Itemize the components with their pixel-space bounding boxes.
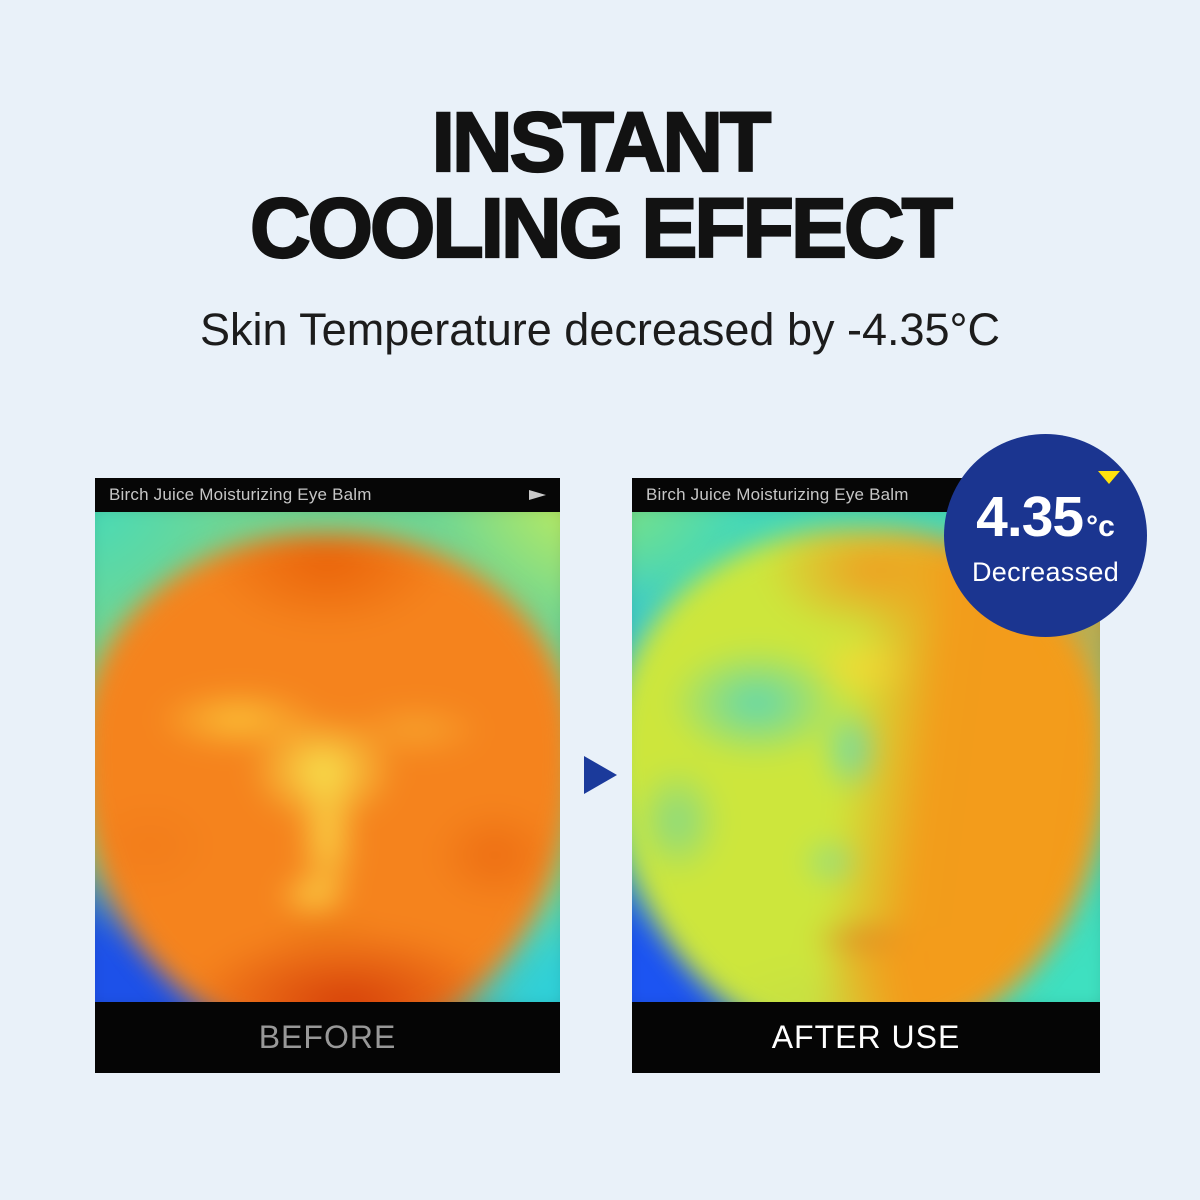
triangle-down-icon <box>1097 471 1120 484</box>
subtitle: Skin Temperature decreased by -4.35°C <box>199 304 1001 355</box>
page-title: INSTANT COOLING EFFECT <box>0 95 1200 275</box>
badge-caption: Decreassed <box>971 557 1120 587</box>
badge-value-row: 4.35 °c <box>976 471 1120 549</box>
thermal-before-face <box>95 534 560 1002</box>
decrease-badge: 4.35 °c Decreassed <box>944 434 1147 637</box>
before-label-bar: BEFORE <box>95 1002 560 1073</box>
after-label: AFTER USE <box>771 1019 961 1055</box>
title-line-2: COOLING EFFECT <box>249 181 954 275</box>
before-panel-header: Birch Juice Moisturizing Eye Balm <box>95 478 560 512</box>
badge-value: 4.35 <box>976 485 1084 549</box>
before-header-label: Birch Juice Moisturizing Eye Balm <box>109 485 372 504</box>
arrow-right-icon <box>584 756 617 794</box>
before-panel: Birch Juice Moisturizing Eye Balm BEFORE <box>95 478 560 1073</box>
thermal-image-before <box>95 512 560 1002</box>
before-label: BEFORE <box>258 1019 397 1055</box>
play-icon <box>529 490 546 500</box>
title-line-1: INSTANT <box>431 95 773 189</box>
after-header-label: Birch Juice Moisturizing Eye Balm <box>646 485 909 504</box>
badge-unit: °c <box>1086 510 1115 543</box>
after-label-bar: AFTER USE <box>632 1002 1100 1073</box>
